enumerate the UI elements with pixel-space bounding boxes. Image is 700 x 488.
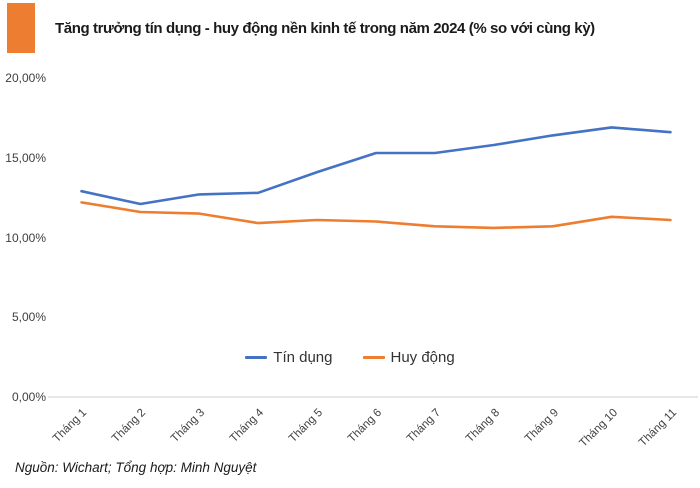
- x-tick-label: Tháng 6: [345, 406, 385, 446]
- series-line-huy-động: [80, 201, 672, 230]
- legend-item-tín-dụng: Tín dụng: [245, 349, 333, 366]
- legend-label: Tín dụng: [273, 349, 333, 366]
- y-tick-label: 0,00%: [11, 390, 46, 404]
- accent-bar: [7, 3, 35, 53]
- legend: Tín dụng Huy động: [0, 349, 700, 366]
- x-tick-label: Tháng 5: [286, 406, 326, 446]
- y-tick-label: 5,00%: [11, 310, 46, 325]
- x-tick-label: Tháng 11: [636, 406, 679, 449]
- x-tick-label: Tháng 9: [522, 406, 561, 446]
- x-tick-label: Tháng 10: [576, 406, 620, 450]
- y-tick-label: 10,00%: [5, 230, 46, 245]
- x-tick-label: Tháng 7: [404, 406, 444, 446]
- legend-swatch-icon: [245, 356, 268, 359]
- legend-item-huy-động: Huy động: [362, 349, 455, 366]
- legend-label: Huy động: [390, 349, 455, 366]
- chart-title: Tăng trưởng tín dụng - huy động nền kinh…: [55, 20, 595, 37]
- y-tick-label: 20,00%: [5, 71, 46, 85]
- x-tick-label: Tháng 8: [463, 406, 503, 446]
- y-tick-label: 15,00%: [5, 150, 46, 165]
- source-note: Nguồn: Wichart; Tổng hợp: Minh Nguyệt: [15, 460, 257, 475]
- series-line-tín-dụng: [80, 126, 672, 206]
- legend-swatch-icon: [362, 356, 385, 359]
